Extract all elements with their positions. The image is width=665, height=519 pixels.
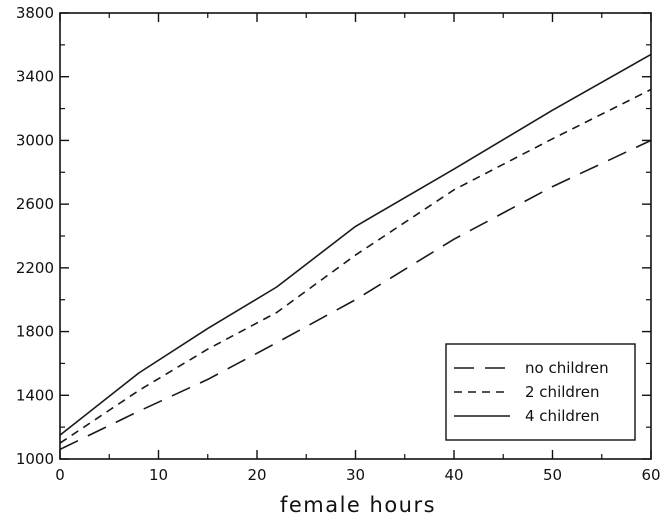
legend-layer: no children 2 children 4 children <box>446 344 635 440</box>
x-tick-label-6: 60 <box>641 466 660 484</box>
y-tick-label-2: 1800 <box>16 323 54 341</box>
x-tick-label-4: 40 <box>444 466 463 484</box>
x-tick-label-2: 20 <box>247 466 266 484</box>
x-tick-label-0: 0 <box>55 466 65 484</box>
y-tick-label-1: 1400 <box>16 386 54 404</box>
x-tick-label-1: 10 <box>149 466 168 484</box>
x-axis-label: female hours <box>280 493 436 517</box>
legend-label-2: 4 children <box>525 407 600 425</box>
y-tick-label-4: 2600 <box>16 195 54 213</box>
y-tick-label-3: 2200 <box>16 259 54 277</box>
y-tick-label-5: 3000 <box>16 131 54 149</box>
y-tick-label-7: 3800 <box>16 4 54 22</box>
y-tick-label-0: 1000 <box>16 450 54 468</box>
x-tick-label-3: 30 <box>346 466 365 484</box>
y-tick-label-6: 3400 <box>16 68 54 86</box>
legend-label-1: 2 children <box>525 383 600 401</box>
legend-label-0: no children <box>525 359 609 377</box>
x-tick-label-5: 50 <box>543 466 562 484</box>
